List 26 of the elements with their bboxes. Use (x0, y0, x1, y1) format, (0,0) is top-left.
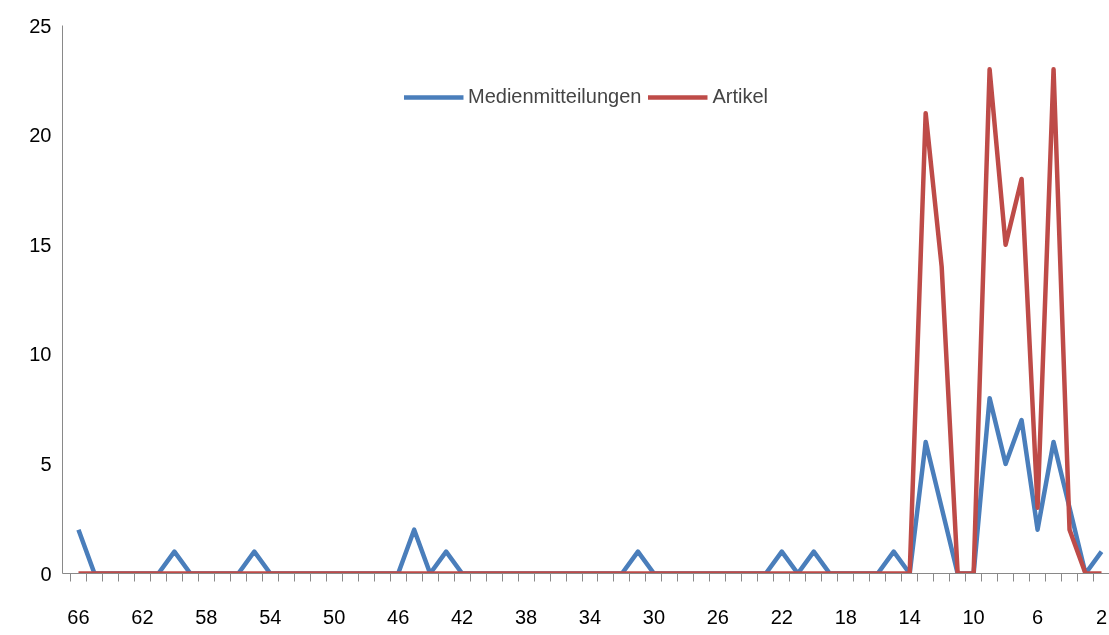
x-tick-label: 42 (451, 605, 474, 628)
x-tick-label: 10 (962, 605, 985, 628)
y-tick-label: 0 (40, 562, 52, 585)
y-tick-label: 10 (29, 343, 52, 366)
x-tick-label: 46 (387, 605, 410, 628)
legend-label: Medienmitteilungen (467, 85, 642, 108)
x-tick-label: 22 (770, 605, 793, 628)
legend-label: Artikel (712, 85, 769, 108)
y-tick-label: 25 (29, 14, 52, 37)
x-tick-label: 18 (834, 605, 857, 628)
x-tick-label: 38 (514, 605, 538, 628)
x-tick-label: 50 (323, 605, 346, 628)
x-tick-label: 54 (259, 605, 282, 628)
x-tick-label: 30 (642, 605, 666, 628)
line-series (76, 67, 1104, 574)
x-tick-label: 14 (898, 605, 921, 628)
y-tick-label: 20 (29, 124, 52, 147)
x-tick-label: 66 (67, 605, 90, 628)
x-tick-label: 6 (1032, 605, 1044, 628)
y-tick-label: 5 (40, 452, 52, 475)
x-tick-label: 62 (131, 605, 154, 628)
x-tick-label: 26 (706, 605, 729, 628)
x-tick-label: 58 (195, 605, 218, 628)
x-tick-label: 2 (1095, 605, 1108, 628)
x-tick-label: 34 (578, 605, 602, 628)
y-tick-label: 15 (29, 233, 52, 256)
